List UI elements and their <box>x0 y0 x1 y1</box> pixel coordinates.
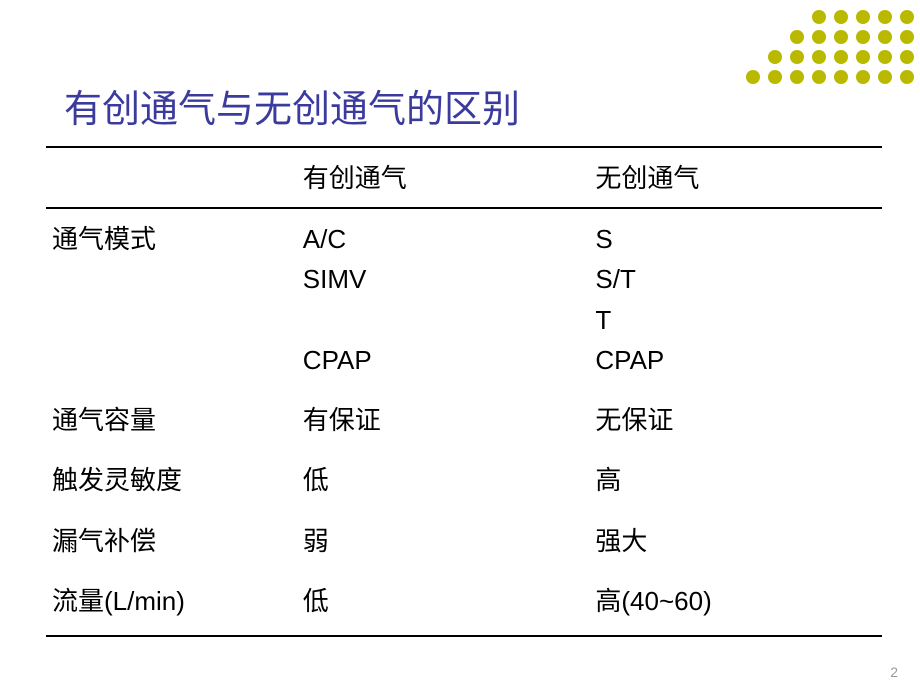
row-col-noninvasive: 无保证 <box>589 390 882 450</box>
dot-icon <box>746 70 760 84</box>
dot-icon <box>834 70 848 84</box>
row-col-noninvasive: 高(40~60) <box>589 571 882 636</box>
cell-line: S/T <box>595 259 876 299</box>
dot-icon <box>768 70 782 84</box>
cell-line: A/C <box>303 219 584 259</box>
table-header-row: 有创通气 无创通气 <box>46 147 882 208</box>
row-col-noninvasive: SS/TTCPAP <box>589 208 882 390</box>
row-col-noninvasive: 强大 <box>589 511 882 571</box>
corner-decoration <box>746 10 920 90</box>
cell-line <box>303 300 584 340</box>
row-col-invasive: 弱 <box>297 511 590 571</box>
dot-row <box>746 50 914 64</box>
dot-icon <box>812 50 826 64</box>
slide-title: 有创通气与无创通气的区别 <box>64 78 520 133</box>
dot-icon <box>900 10 914 24</box>
cell-line: S <box>595 219 876 259</box>
dot-icon <box>878 70 892 84</box>
table-row: 通气模式A/CSIMV CPAPSS/TTCPAP <box>46 208 882 390</box>
dot-icon <box>790 30 804 44</box>
table-row: 通气容量有保证无保证 <box>46 390 882 450</box>
dot-icon <box>856 70 870 84</box>
dot-icon <box>790 70 804 84</box>
dot-icon <box>812 10 826 24</box>
dot-icon <box>856 30 870 44</box>
table-body: 通气模式A/CSIMV CPAPSS/TTCPAP通气容量有保证无保证触发灵敏度… <box>46 208 882 636</box>
dot-row <box>746 30 914 44</box>
page-number: 2 <box>890 664 898 680</box>
dot-icon <box>834 30 848 44</box>
dot-icon <box>768 50 782 64</box>
dot-icon <box>900 30 914 44</box>
row-label: 触发灵敏度 <box>46 450 297 510</box>
table-header-invasive: 有创通气 <box>297 147 590 208</box>
row-col-invasive: 有保证 <box>297 390 590 450</box>
row-label: 通气容量 <box>46 390 297 450</box>
dot-icon <box>900 50 914 64</box>
table-header-blank <box>46 147 297 208</box>
row-label: 通气模式 <box>46 208 297 390</box>
table-row: 触发灵敏度低高 <box>46 450 882 510</box>
table-row: 漏气补偿弱强大 <box>46 511 882 571</box>
cell-line: T <box>595 300 876 340</box>
row-col-invasive: 低 <box>297 571 590 636</box>
comparison-table: 有创通气 无创通气 通气模式A/CSIMV CPAPSS/TTCPAP通气容量有… <box>46 146 882 637</box>
row-label: 漏气补偿 <box>46 511 297 571</box>
dot-row <box>746 70 914 84</box>
row-col-invasive: A/CSIMV CPAP <box>297 208 590 390</box>
cell-line: CPAP <box>303 340 584 380</box>
dot-icon <box>856 10 870 24</box>
dot-icon <box>878 10 892 24</box>
dot-icon <box>812 30 826 44</box>
table-row: 流量(L/min)低高(40~60) <box>46 571 882 636</box>
dot-icon <box>834 50 848 64</box>
dot-icon <box>900 70 914 84</box>
dot-icon <box>790 50 804 64</box>
row-label: 流量(L/min) <box>46 571 297 636</box>
cell-line: CPAP <box>595 340 876 380</box>
row-col-invasive: 低 <box>297 450 590 510</box>
dot-icon <box>878 30 892 44</box>
dot-icon <box>834 10 848 24</box>
dot-icon <box>878 50 892 64</box>
cell-line: SIMV <box>303 259 584 299</box>
dot-icon <box>856 50 870 64</box>
table-header-noninvasive: 无创通气 <box>589 147 882 208</box>
dot-icon <box>812 70 826 84</box>
comparison-table-wrap: 有创通气 无创通气 通气模式A/CSIMV CPAPSS/TTCPAP通气容量有… <box>46 146 882 637</box>
dot-row <box>746 10 914 24</box>
row-col-noninvasive: 高 <box>589 450 882 510</box>
